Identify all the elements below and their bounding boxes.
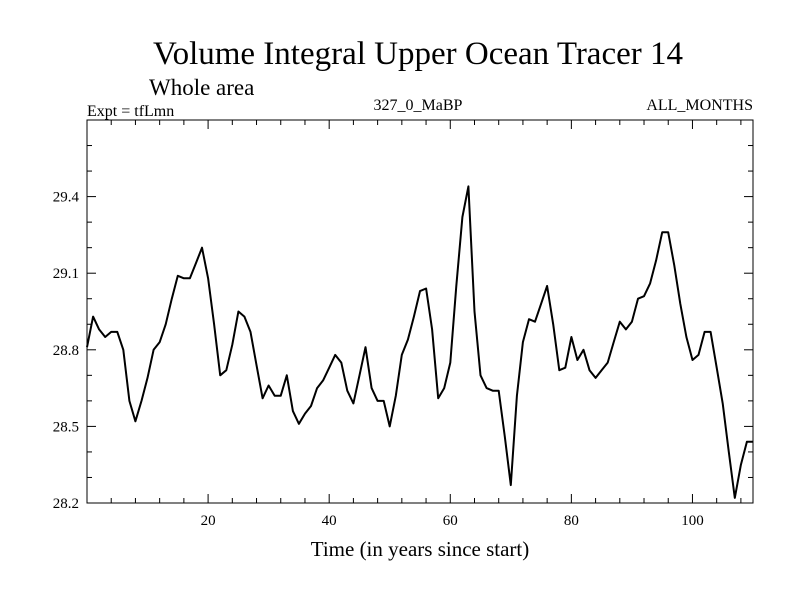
x-tick-label: 80 — [564, 513, 579, 529]
annotation-run-id: 327_0_MaBP — [374, 97, 463, 114]
x-tick-label: 40 — [322, 513, 337, 529]
chart-title: Volume Integral Upper Ocean Tracer 14 — [153, 36, 683, 72]
x-tick-label: 60 — [443, 513, 458, 529]
series-line — [86, 185, 753, 499]
x-axis-label: Time (in years since start) — [311, 537, 530, 561]
annotation-experiment: Expt = tfLmn — [87, 103, 174, 120]
x-tick-label: 100 — [681, 513, 704, 529]
plot-frame — [86, 119, 754, 504]
y-axis-ticks: 28.2 28.5 28.8 29.1 29.4 — [53, 145, 753, 512]
x-tick-label: 20 — [201, 513, 216, 529]
y-tick-label: 28.8 — [53, 343, 79, 359]
y-tick-label: 29.1 — [53, 266, 79, 282]
x-axis-ticks: 20 40 60 80 100 — [110, 120, 742, 529]
y-tick-label: 29.4 — [53, 190, 80, 206]
annotation-months: ALL_MONTHS — [646, 97, 753, 114]
y-tick-label: 28.5 — [53, 419, 79, 435]
y-tick-label: 28.2 — [53, 496, 79, 512]
chart-subtitle: Whole area — [149, 75, 254, 100]
